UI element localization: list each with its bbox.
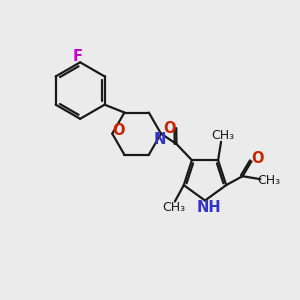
- Text: F: F: [73, 50, 83, 64]
- Text: O: O: [251, 151, 264, 166]
- Text: N: N: [153, 131, 166, 146]
- Text: NH: NH: [196, 200, 221, 214]
- Text: CH₃: CH₃: [211, 129, 234, 142]
- Text: CH₃: CH₃: [162, 201, 185, 214]
- Text: CH₃: CH₃: [257, 174, 280, 187]
- Text: O: O: [112, 123, 125, 138]
- Text: O: O: [164, 121, 176, 136]
